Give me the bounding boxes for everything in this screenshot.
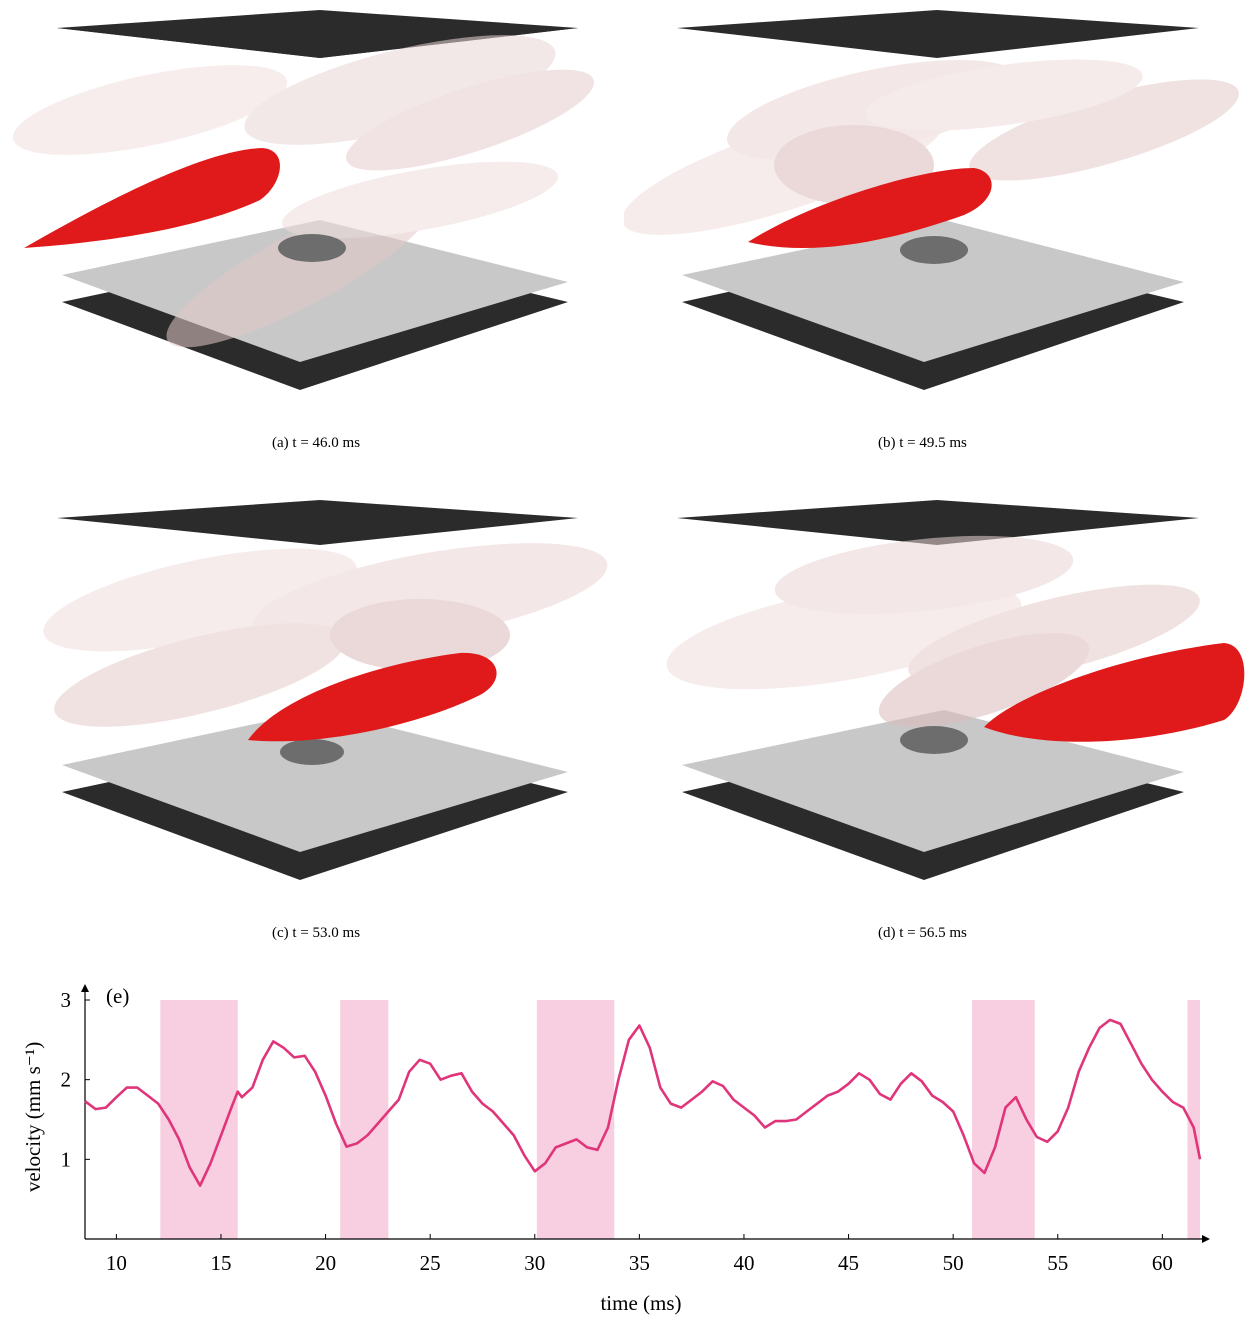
x-tick-label: 55 bbox=[1047, 1251, 1068, 1275]
vortex-render-d bbox=[666, 500, 1245, 880]
vortex-render-b bbox=[624, 10, 1239, 390]
panel-c: (c) t = 53.0 ms bbox=[0, 495, 624, 955]
x-tick-label: 15 bbox=[210, 1251, 231, 1275]
x-tick-label: 30 bbox=[524, 1251, 545, 1275]
ghost-vortices bbox=[666, 535, 1200, 727]
vortex-render-a bbox=[12, 10, 595, 390]
x-tick-label: 20 bbox=[315, 1251, 336, 1275]
y-tick-label: 2 bbox=[61, 1068, 72, 1092]
panel-d: (d) t = 56.5 ms bbox=[624, 495, 1248, 955]
panel-a: (a) t = 46.0 ms bbox=[0, 0, 624, 460]
ticks: 10 15 20 25 30 35 40 45 50 55 60 1 2 3 bbox=[61, 988, 1173, 1275]
x-tick-label: 10 bbox=[106, 1251, 127, 1275]
x-tick-label: 60 bbox=[1152, 1251, 1173, 1275]
vortex-red bbox=[748, 168, 992, 249]
ghost-vortices bbox=[624, 59, 1239, 235]
caption-c: (c) t = 53.0 ms bbox=[272, 925, 361, 941]
particle bbox=[900, 236, 968, 264]
top-plate bbox=[57, 500, 578, 545]
panel-label: (e) bbox=[106, 984, 129, 1008]
caption-b: (b) t = 49.5 ms bbox=[878, 435, 967, 451]
y-tick-label: 3 bbox=[61, 988, 72, 1012]
shaded-intervals bbox=[160, 1000, 1200, 1239]
ghost-vortices bbox=[12, 35, 595, 348]
velocity-series-line bbox=[84, 1018, 1202, 1187]
y-axis-arrow bbox=[81, 984, 89, 992]
panel-b: (b) t = 49.5 ms bbox=[624, 0, 1248, 460]
top-plate bbox=[677, 500, 1199, 545]
shaded-interval-0 bbox=[160, 1000, 238, 1239]
particle bbox=[280, 739, 344, 765]
x-tick-label: 35 bbox=[629, 1251, 650, 1275]
y-axis-label: velocity (mm s⁻¹) bbox=[21, 1042, 45, 1192]
axes bbox=[81, 984, 1210, 1243]
vortex-red bbox=[984, 643, 1245, 742]
x-axis-arrow bbox=[1202, 1235, 1210, 1243]
top-plate bbox=[677, 10, 1199, 58]
vortex-render-c bbox=[43, 500, 608, 880]
caption-d: (d) t = 56.5 ms bbox=[878, 925, 967, 941]
vortex-red bbox=[248, 652, 497, 742]
y-tick-label: 1 bbox=[61, 1147, 72, 1171]
shaded-interval-2 bbox=[536, 1000, 615, 1239]
shaded-interval-4 bbox=[1187, 1000, 1200, 1239]
bottom-plate-light bbox=[62, 710, 568, 852]
x-tick-label: 25 bbox=[420, 1251, 441, 1275]
x-tick-label: 40 bbox=[733, 1251, 754, 1275]
particle bbox=[278, 234, 346, 262]
particle bbox=[900, 726, 968, 754]
x-tick-label: 45 bbox=[838, 1251, 859, 1275]
vortex-red bbox=[24, 148, 280, 248]
bottom-plate-light bbox=[682, 220, 1184, 362]
bottom-plate-light bbox=[682, 710, 1184, 852]
x-tick-label: 50 bbox=[943, 1251, 964, 1275]
caption-a: (a) t = 46.0 ms bbox=[272, 435, 361, 451]
x-axis-label: time (ms) bbox=[600, 1291, 681, 1315]
